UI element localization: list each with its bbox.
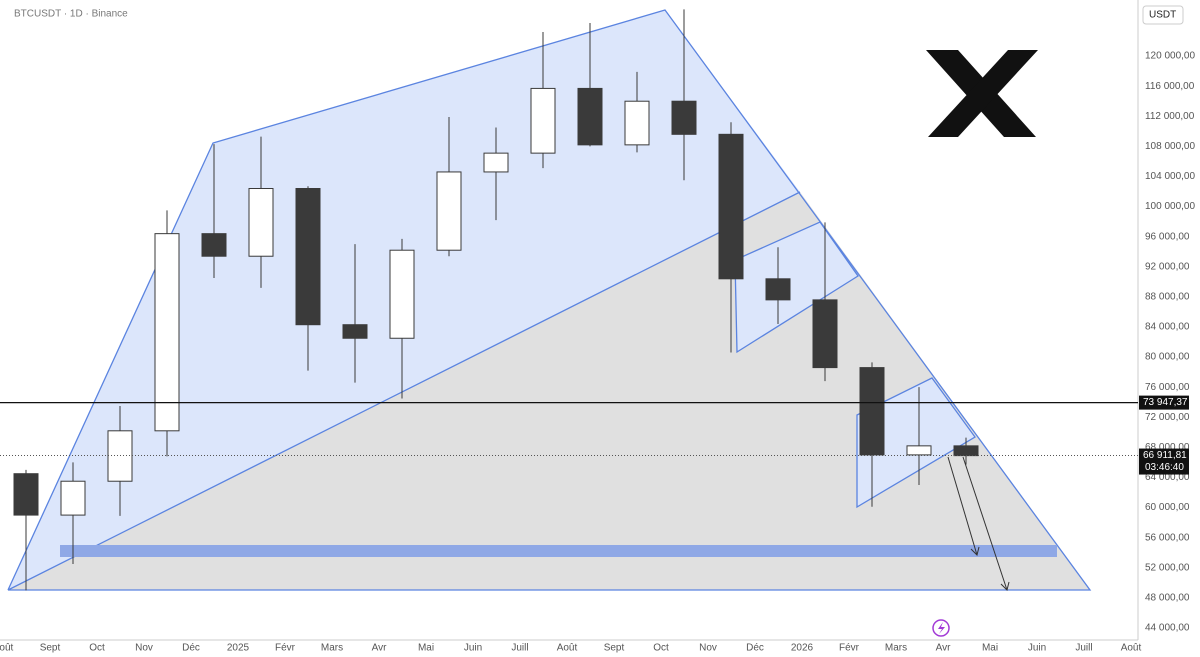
y-tick-label: 88 000,00: [1145, 292, 1190, 303]
candle-body: [483, 152, 509, 173]
x-tick-label: Août: [557, 643, 578, 654]
y-tick-label: 48 000,00: [1145, 593, 1190, 604]
logo-stroke: [928, 50, 1038, 137]
y-tick-label: 84 000,00: [1145, 322, 1190, 333]
y-tick-label: 68 000,00: [1145, 442, 1190, 453]
wedge-outline: [7, 9, 1092, 591]
x-tick-label: Mai: [982, 643, 998, 654]
unit-box: [1142, 5, 1184, 25]
y-tick-label: 60 000,00: [1145, 502, 1190, 513]
x-tick-label: Juill: [1075, 643, 1092, 654]
candle-body: [812, 299, 838, 369]
candle-body: [295, 188, 321, 326]
y-tick-label: 96 000,00: [1145, 231, 1190, 242]
axis-unit: USDT: [1149, 10, 1176, 21]
level-label: 73 947,37: [1143, 397, 1188, 408]
x-tick-label: 2025: [227, 643, 250, 654]
x-tick-label: Mars: [885, 643, 907, 654]
candle-body: [436, 171, 462, 251]
candle-body: [13, 473, 39, 516]
y-tick-label: 80 000,00: [1145, 352, 1190, 363]
x-tick-label: Nov: [699, 643, 717, 654]
x-tick-label: Nov: [135, 643, 153, 654]
candle-body: [154, 233, 180, 432]
y-tick-label: 44 000,00: [1145, 623, 1190, 634]
candle-body: [389, 249, 415, 339]
candle-body: [859, 367, 885, 456]
price-axis: [1138, 0, 1200, 657]
logo: [926, 50, 1038, 137]
x-tick-label: Déc: [182, 643, 200, 654]
x-tick-label: Août: [0, 643, 14, 654]
x-tick-label: Oct: [89, 643, 105, 654]
candle-body: [201, 233, 227, 257]
x-tick-label: Avr: [936, 643, 951, 654]
x-tick-label: Mai: [418, 643, 434, 654]
x-tick-label: Févr: [275, 643, 296, 654]
channel: [856, 377, 976, 509]
y-tick-label: 64 000,00: [1145, 472, 1190, 483]
candle-body: [530, 87, 556, 154]
arrow: [962, 456, 1008, 591]
last-price-label: 66 911,81: [1143, 450, 1187, 461]
channel: [734, 221, 859, 354]
x-tick-label: Juill: [511, 643, 528, 654]
y-tick-label: 56 000,00: [1145, 532, 1190, 543]
x-tick-label: Oct: [653, 643, 669, 654]
arrow-head: [1000, 581, 1010, 591]
x-tick-label: Sept: [604, 643, 625, 654]
candle-body: [765, 278, 791, 301]
chart-title: BTCUSDT · 1D · Binance: [14, 9, 128, 20]
arrows: [947, 456, 1010, 591]
candle-body: [60, 480, 86, 516]
candle-body: [718, 133, 744, 280]
x-tick-label: Déc: [746, 643, 764, 654]
y-tick-label: 52 000,00: [1145, 562, 1190, 573]
candle-body: [577, 87, 603, 146]
target-zone: [60, 545, 1057, 557]
x-tick-label: Avr: [372, 643, 387, 654]
candle-body: [953, 445, 979, 457]
candle-body: [248, 188, 274, 257]
y-tick-label: 108 000,00: [1145, 141, 1195, 152]
candle-body: [342, 324, 368, 339]
arrow: [947, 456, 978, 556]
candle-body: [906, 445, 932, 456]
arrow-head: [970, 546, 980, 556]
x-tick-label: Août: [1121, 643, 1142, 654]
x-tick-label: 2026: [791, 643, 814, 654]
y-tick-label: 116 000,00: [1145, 81, 1195, 92]
x-tick-label: Juin: [464, 643, 482, 654]
x-tick-label: Févr: [839, 643, 860, 654]
x-tick-label: Sept: [40, 643, 61, 654]
candle-body: [671, 100, 697, 135]
y-tick-label: 72 000,00: [1145, 412, 1190, 423]
last-price-box: [1139, 448, 1189, 475]
y-tick-label: 100 000,00: [1145, 201, 1195, 212]
x-tick-label: Mars: [321, 643, 343, 654]
x-tick-label: Juin: [1028, 643, 1046, 654]
candle-body: [624, 100, 650, 146]
countdown-label: 03:46:40: [1145, 462, 1184, 473]
y-tick-label: 76 000,00: [1145, 382, 1190, 393]
alert-icon[interactable]: [932, 619, 950, 637]
alert-bolt: [938, 622, 945, 634]
level-box: [1139, 395, 1189, 410]
y-tick-label: 92 000,00: [1145, 261, 1190, 272]
y-tick-label: 104 000,00: [1145, 171, 1195, 182]
candles: [13, 9, 979, 591]
y-tick-label: 112 000,00: [1145, 111, 1195, 122]
y-tick-label: 120 000,00: [1145, 51, 1195, 62]
